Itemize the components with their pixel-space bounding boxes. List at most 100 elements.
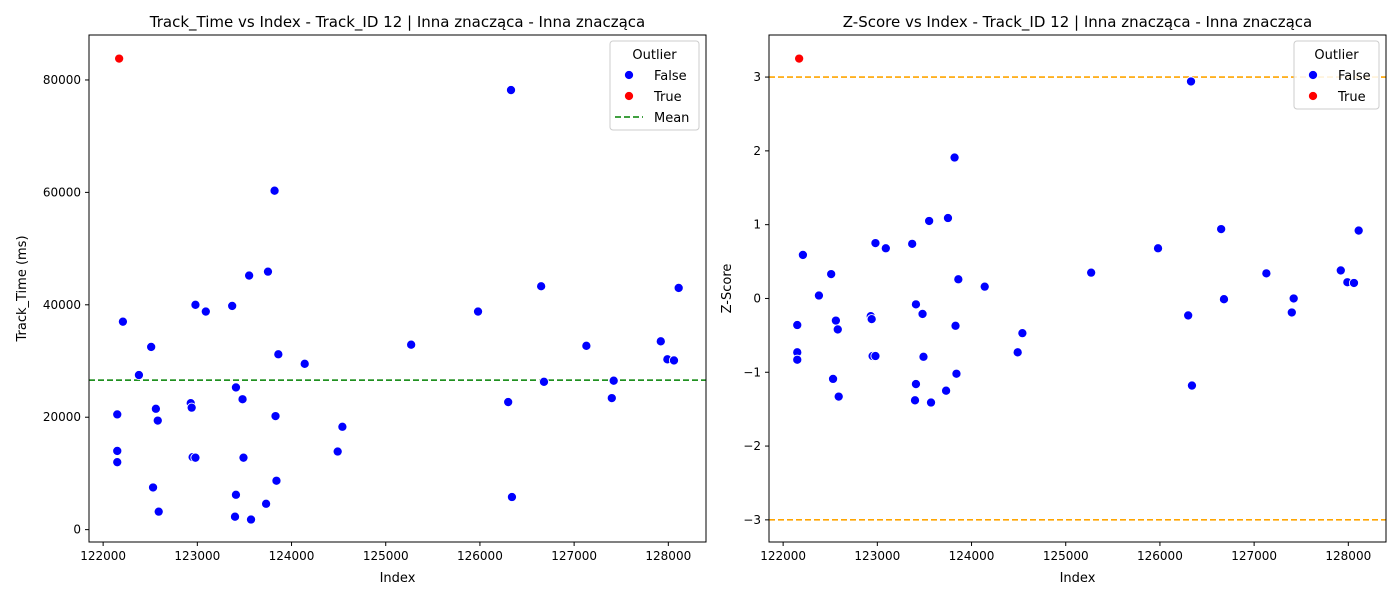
data-point [536, 281, 547, 292]
data-point [880, 243, 891, 254]
legend-label: False [654, 69, 687, 84]
data-point [1216, 224, 1227, 235]
y-tick-label: 1 [753, 218, 761, 232]
y-axis-label: Track_Time (ms) [15, 235, 30, 342]
series-false [792, 76, 1364, 408]
data-point [797, 249, 808, 260]
x-tick-label: 125000 [363, 549, 409, 563]
data-point [505, 85, 517, 96]
x-tick-label: 123000 [854, 549, 900, 563]
x-tick-label: 128000 [1325, 549, 1371, 563]
x-axis-label: Index [1060, 571, 1096, 586]
data-point [826, 269, 837, 280]
y-tick-label: 20000 [43, 410, 81, 424]
y-tick-label: −3 [743, 513, 761, 527]
data-point [262, 266, 274, 277]
x-tick-label: 122000 [760, 549, 806, 563]
y-tick-label: 2 [753, 144, 761, 158]
x-tick-label: 126000 [457, 549, 503, 563]
data-point [792, 319, 803, 331]
data-point [1086, 267, 1097, 278]
data-point [261, 498, 272, 509]
legend-label: True [653, 90, 682, 105]
series-true [794, 53, 805, 64]
data-point [949, 152, 960, 163]
data-point [146, 341, 157, 353]
y-tick-label: 60000 [43, 185, 81, 199]
data-point [673, 282, 684, 293]
x-axis-label: Index [380, 571, 416, 586]
data-point [337, 421, 348, 432]
data-point [271, 475, 282, 486]
x-tick-label: 128000 [645, 549, 691, 563]
data-point [112, 457, 123, 468]
chart-1: Track_Time vs Index - Track_ID 12 | Inna… [15, 13, 707, 586]
data-point [117, 316, 128, 327]
axes-frame [768, 34, 1387, 543]
data-point [1183, 310, 1194, 321]
x-tick-label: 126000 [1137, 549, 1183, 563]
data-point [112, 409, 123, 420]
data-point [186, 402, 197, 413]
legend-title: Outlier [1314, 48, 1359, 63]
data-point [1017, 328, 1028, 339]
data-point [244, 270, 255, 281]
data-point [979, 281, 990, 292]
chart-title: Z-Score vs Index - Track_ID 12 | Inna zn… [843, 13, 1312, 32]
chart-title: Track_Time vs Index - Track_ID 12 | Inna… [149, 13, 646, 32]
data-point [951, 368, 962, 379]
legend-marker [623, 69, 635, 81]
x-tick-label: 125000 [1043, 549, 1089, 563]
legend-marker [1307, 69, 1319, 81]
x-tick-label: 124000 [269, 549, 315, 563]
data-point [114, 53, 125, 64]
data-point [150, 403, 161, 414]
data-point [828, 373, 839, 384]
data-point [148, 482, 159, 493]
data-point [1348, 277, 1360, 289]
y-tick-label: 40000 [43, 298, 81, 312]
x-tick-label: 122000 [80, 549, 126, 563]
data-point [472, 306, 484, 317]
data-point [655, 336, 666, 347]
chart-2: Z-Score vs Index - Track_ID 12 | Inna zn… [720, 13, 1387, 586]
data-point [1218, 294, 1230, 305]
data-point [200, 306, 211, 317]
y-axis-label: Z-Score [720, 264, 735, 314]
data-point [506, 491, 518, 503]
data-point [112, 445, 123, 456]
data-point [332, 446, 343, 457]
legend-label: Mean [654, 111, 689, 126]
y-tick-label: 0 [753, 291, 761, 305]
data-point [909, 395, 921, 406]
data-point [1261, 268, 1272, 279]
data-point [299, 358, 310, 369]
legend-marker [1307, 90, 1319, 102]
series-true [114, 53, 125, 64]
data-point [238, 452, 249, 463]
data-point [1286, 307, 1297, 318]
data-point [245, 514, 257, 525]
data-point [924, 215, 935, 227]
data-point [917, 308, 928, 320]
x-tick-label: 124000 [949, 549, 995, 563]
data-point [1353, 225, 1364, 236]
legend-marker [623, 90, 635, 102]
data-point [907, 238, 918, 249]
data-point [230, 489, 241, 500]
data-point [1152, 243, 1164, 254]
data-point [832, 324, 843, 335]
data-point [152, 415, 163, 426]
data-point [237, 394, 248, 405]
legend: Outlier False True [1293, 40, 1380, 110]
x-tick-label: 127000 [551, 549, 597, 563]
data-point [229, 511, 241, 522]
data-point [153, 506, 164, 517]
data-point [866, 314, 877, 325]
data-point [953, 274, 964, 285]
data-point [833, 391, 844, 402]
data-point [870, 350, 881, 362]
data-point [190, 452, 201, 463]
y-tick-label: −2 [743, 439, 761, 453]
